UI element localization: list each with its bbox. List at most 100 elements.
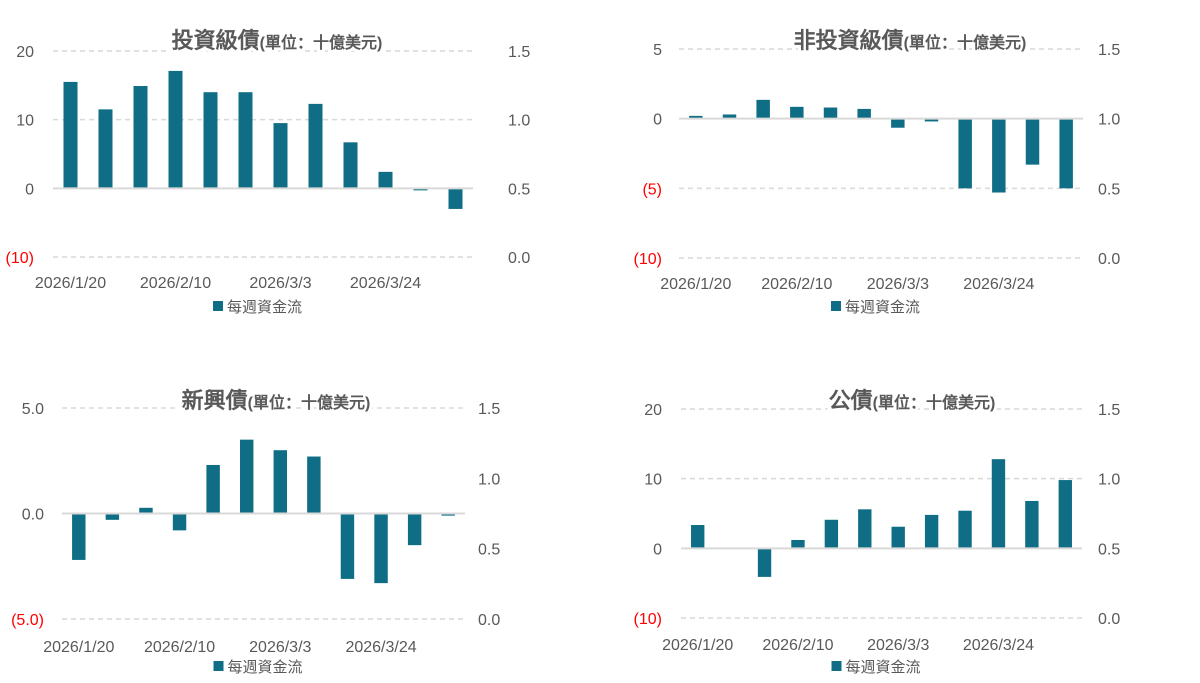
y-tick-label: (10): [634, 251, 662, 268]
bar: [991, 459, 1006, 549]
y-tick-label: 0: [653, 112, 662, 129]
bar: [98, 109, 113, 189]
chart-title-main: 公債: [829, 388, 873, 413]
chart-panel: 20 10 0 (10) 1.5 1.0 0.5 0.0 2026/1/20 2026/2/10 2…: [634, 385, 1121, 676]
y2-tick-label: 0.0: [478, 612, 500, 629]
chart-panel: 20 10 0 (10) 1.5 1.0 0.5 0.0 2026/1/20 2026/2/10 2…: [6, 25, 531, 316]
legend-swatch: [831, 301, 841, 311]
y-tick-label: (5.0): [11, 612, 44, 629]
y2-tick-label: 1.5: [508, 44, 530, 61]
bar: [722, 114, 737, 119]
bar: [924, 514, 939, 549]
chart-title-main: 投資級債: [172, 28, 260, 53]
y2-tick-label: 1.0: [1098, 112, 1120, 129]
legend-label: 每週資金流: [228, 659, 303, 676]
y2-tick-label: 1.5: [1098, 42, 1120, 59]
x-tick-label: 2026/3/3: [249, 275, 311, 292]
bar: [133, 86, 148, 189]
y-tick-label: 20: [16, 44, 34, 61]
chart-title: 新興債(單位：十億美元): [182, 388, 371, 413]
chart-title: 公債(單位：十億美元): [829, 388, 996, 413]
x-tick-label: 2026/3/24: [350, 275, 421, 292]
y-tick-label: 0: [653, 541, 662, 558]
bar: [72, 513, 86, 560]
bar: [691, 524, 705, 549]
bar: [924, 118, 939, 122]
chart-title-main: 非投資級債: [794, 28, 904, 53]
chart-title-main: 新興債: [182, 388, 248, 413]
x-tick-label: 2026/3/3: [249, 639, 311, 656]
y2-tick-label: 0.5: [1098, 541, 1120, 558]
x-tick-label: 2026/2/10: [762, 637, 833, 654]
y2-tick-label: 1.0: [1098, 472, 1120, 489]
bar: [689, 115, 703, 119]
legend-label: 每週資金流: [227, 299, 302, 316]
bar: [756, 99, 770, 119]
y2-tick-label: 1.5: [478, 401, 500, 418]
x-tick-label: 2026/2/10: [140, 275, 211, 292]
bar: [958, 118, 972, 189]
y2-tick-label: 0.5: [478, 542, 500, 559]
bar: [273, 123, 288, 189]
bar: [858, 509, 872, 549]
bar: [273, 450, 288, 514]
chart-title-unit: (單位：十億美元): [904, 33, 1027, 52]
y-tick-label: 5.0: [22, 401, 44, 418]
y2-tick-label: 0.0: [1098, 611, 1120, 628]
x-tick-label: 2026/1/20: [43, 639, 114, 656]
y-tick-label: 10: [644, 472, 662, 489]
bar: [168, 70, 183, 189]
bar: [857, 108, 871, 119]
x-tick-label: 2026/3/3: [867, 276, 929, 293]
bar: [105, 513, 120, 520]
y2-tick-label: 1.0: [478, 471, 500, 488]
legend-label: 每週資金流: [846, 659, 921, 676]
x-tick-label: 2026/2/10: [144, 639, 215, 656]
legend-swatch: [213, 661, 224, 671]
legend-label: 每週資金流: [845, 299, 920, 316]
y2-tick-label: 0.0: [508, 250, 530, 267]
y2-tick-label: 0.0: [1098, 251, 1120, 268]
bar: [206, 464, 220, 514]
y-tick-label: (10): [6, 250, 34, 267]
chart-title-unit: (單位：十億美元): [873, 393, 996, 412]
bar: [790, 106, 804, 119]
bar: [757, 548, 772, 577]
x-tick-label: 2026/3/24: [345, 639, 416, 656]
y-tick-label: 0: [25, 181, 34, 198]
bar: [203, 92, 218, 189]
bar: [823, 107, 838, 119]
y2-tick-label: 1.5: [1098, 402, 1120, 419]
bar: [791, 539, 805, 549]
bar: [340, 513, 355, 579]
bar: [239, 439, 254, 514]
bar: [374, 513, 388, 584]
x-tick-label: 2026/1/20: [35, 275, 106, 292]
bar: [238, 92, 253, 189]
chart-title-unit: (單位：十億美元): [248, 393, 371, 412]
x-tick-label: 2026/3/3: [867, 637, 929, 654]
legend-swatch: [213, 301, 223, 311]
bar: [958, 510, 972, 549]
bar: [413, 188, 428, 191]
x-tick-label: 2026/3/24: [963, 276, 1034, 293]
bar: [407, 513, 422, 546]
chart-title: 非投資級債(單位：十億美元): [794, 28, 1027, 53]
bar: [378, 171, 393, 189]
bar: [139, 507, 153, 514]
bar: [1025, 118, 1040, 165]
y2-tick-label: 0.5: [508, 181, 530, 198]
bar: [992, 118, 1006, 193]
bar: [308, 103, 323, 189]
x-tick-label: 2026/2/10: [761, 276, 832, 293]
y-tick-label: 5: [653, 42, 662, 59]
bar: [63, 81, 78, 189]
x-tick-label: 2026/1/20: [660, 276, 731, 293]
chart-panel: 5.0 0.0 (5.0) 1.5 1.0 0.5 0.0 2026/1/20 2026/2/1…: [11, 385, 500, 676]
bar: [891, 526, 905, 549]
chart-panel: 5 0 (5) (10) 1.5 1.0 0.5 0.0 2026/1/20 2026/2/10 2…: [634, 25, 1121, 316]
bar: [891, 118, 905, 128]
bar: [1058, 480, 1072, 549]
y2-tick-label: 1.0: [508, 113, 530, 130]
